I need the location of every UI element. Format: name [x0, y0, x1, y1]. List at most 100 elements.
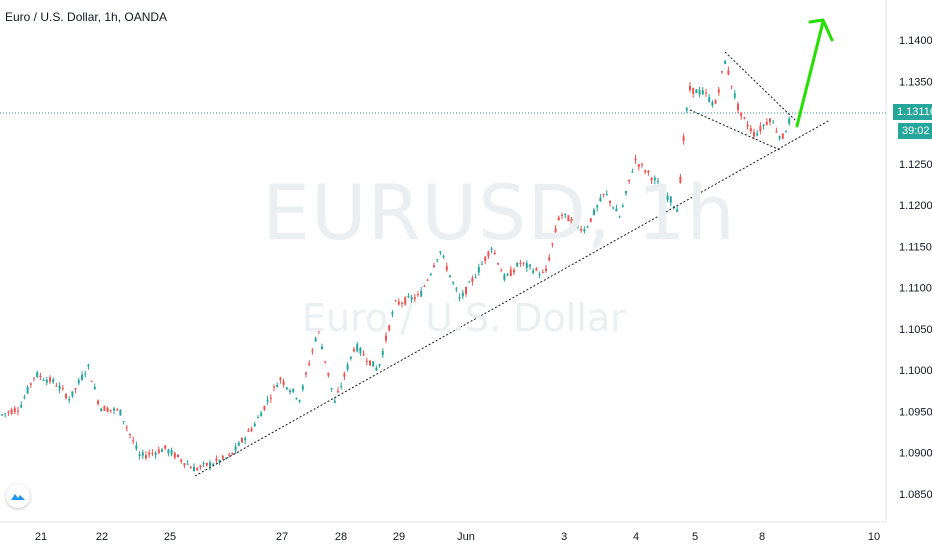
- candle-body: [327, 372, 330, 376]
- price-axis-label: 1.10000: [899, 365, 932, 377]
- candle-body: [125, 427, 128, 429]
- candle-body: [209, 462, 211, 467]
- candle-body: [705, 92, 707, 94]
- candle-body: [391, 312, 394, 315]
- candle-body: [772, 122, 775, 124]
- candle-body: [116, 409, 119, 411]
- time-axis-label: 4: [633, 531, 639, 543]
- candle-body: [343, 373, 346, 377]
- price-axis-label: 1.08500: [899, 489, 932, 501]
- candle-body: [93, 386, 96, 390]
- candle-body: [708, 97, 711, 102]
- time-axis-label: 27: [276, 531, 288, 543]
- candle-body: [266, 399, 269, 402]
- candle-body: [775, 131, 778, 133]
- candle-body: [765, 121, 768, 125]
- tradingview-logo-icon[interactable]: [6, 484, 30, 508]
- candle-body: [436, 259, 439, 261]
- candle-body: [301, 385, 304, 390]
- candle-body: [417, 294, 419, 296]
- chart-title[interactable]: Euro / U.S. Dollar, 1h, OANDA: [5, 10, 168, 24]
- candle-body: [749, 128, 752, 132]
- candle-body: [340, 386, 343, 388]
- candle-body: [461, 292, 464, 297]
- candle-body: [746, 124, 749, 127]
- candle-body: [241, 438, 243, 443]
- candle-body: [215, 458, 218, 461]
- time-axis-label: 22: [96, 531, 108, 543]
- candle-body: [413, 297, 416, 300]
- candle-body: [81, 374, 83, 380]
- candle-body: [221, 455, 224, 459]
- candle-body: [503, 274, 506, 280]
- candle-body: [743, 117, 746, 119]
- candle-body: [529, 264, 531, 267]
- candle-body: [218, 459, 221, 463]
- candle-body: [381, 351, 384, 356]
- time-axis-label: 25: [164, 531, 176, 543]
- candle-body: [420, 291, 423, 297]
- candle-body: [253, 423, 256, 427]
- candle-body: [685, 108, 688, 111]
- candle-body: [356, 344, 359, 352]
- price-axis-label: 1.09500: [899, 406, 932, 418]
- candle-body: [74, 388, 77, 390]
- candle-body: [609, 200, 611, 204]
- candle-body: [599, 197, 602, 202]
- candle-body: [311, 349, 314, 352]
- candle-body: [669, 196, 672, 203]
- candle-body: [369, 360, 371, 366]
- candle-body: [663, 188, 666, 193]
- candle-body: [170, 450, 173, 455]
- candle-body: [781, 133, 784, 139]
- candle-body: [282, 381, 285, 385]
- candle-body: [90, 380, 93, 382]
- wedge-lower-line: [689, 109, 781, 151]
- candle-body: [273, 386, 275, 388]
- candle-body: [605, 194, 608, 196]
- candle-body: [4, 413, 7, 415]
- candle-body: [132, 440, 135, 442]
- candle-body: [298, 399, 301, 402]
- symbol-watermark: EURUSD, 1h: [262, 168, 736, 257]
- candle-body: [394, 300, 397, 302]
- candle-body: [602, 193, 605, 195]
- candle-body: [205, 462, 208, 466]
- candle-body: [52, 379, 55, 383]
- price-axis-label: 1.13500: [899, 76, 932, 88]
- candle-body: [378, 364, 381, 366]
- candle-body: [762, 125, 765, 127]
- candle-body: [365, 360, 368, 362]
- candle-body: [573, 219, 576, 222]
- time-axis-label: 3: [561, 531, 567, 543]
- time-axis-label: Jun: [457, 531, 475, 543]
- candle-body: [173, 452, 176, 458]
- candle-body: [679, 176, 682, 183]
- candle-body: [561, 214, 563, 216]
- candle-body: [234, 446, 237, 451]
- candle-body: [36, 372, 39, 378]
- candle-body: [285, 387, 288, 390]
- price-axis-label: 1.12500: [899, 159, 932, 171]
- candle-body: [349, 356, 352, 359]
- candle-body: [695, 89, 698, 94]
- candle-body: [71, 391, 74, 397]
- candle-body: [580, 228, 583, 231]
- time-axis-label: 8: [759, 531, 765, 543]
- candle-body: [289, 390, 291, 393]
- candle-body: [490, 248, 493, 250]
- candle-body: [17, 410, 19, 412]
- support-trendline: [194, 119, 831, 477]
- price-axis-label: 1.11500: [899, 241, 932, 253]
- candle-body: [7, 411, 10, 413]
- time-axis-label: 21: [35, 531, 47, 543]
- candle-body: [321, 346, 323, 350]
- candle-body: [317, 330, 320, 332]
- candle-body: [39, 375, 42, 378]
- candle-body: [279, 377, 282, 380]
- candle-body: [733, 93, 736, 98]
- candle-body: [305, 372, 307, 375]
- candle-body: [532, 270, 535, 273]
